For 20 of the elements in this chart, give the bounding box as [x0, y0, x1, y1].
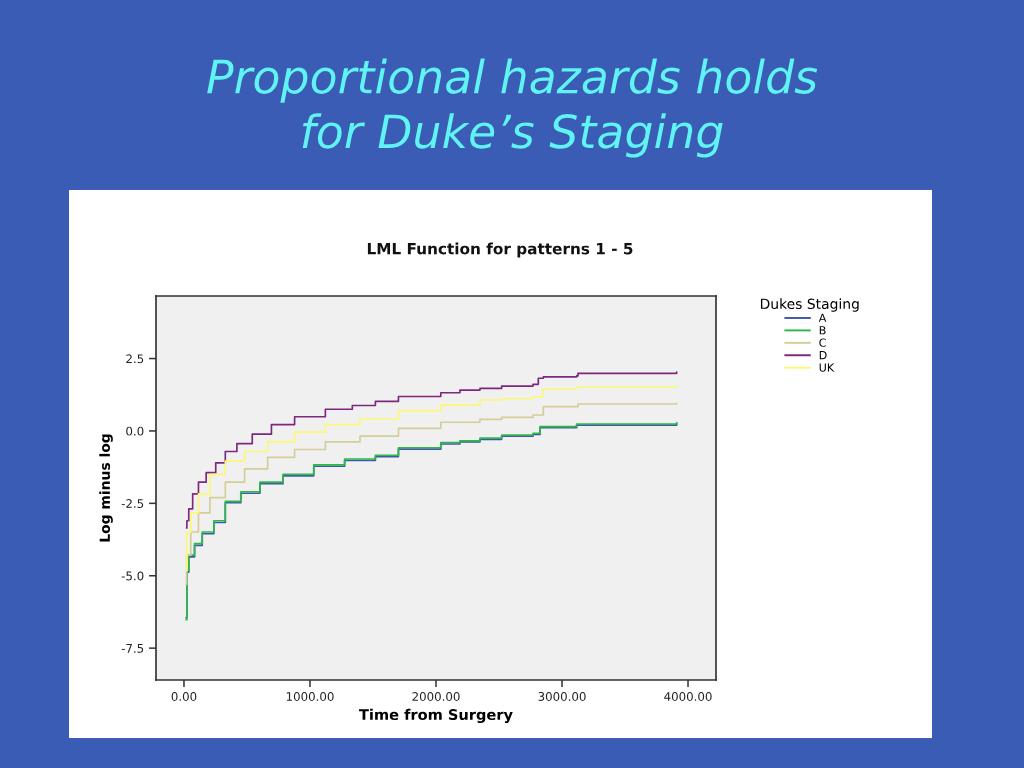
x-tick-label: 3000.00 — [538, 692, 586, 701]
legend-label: B — [819, 326, 826, 335]
x-tick-label: 4000.00 — [664, 692, 712, 701]
y-tick-label: 0.0 — [126, 426, 144, 436]
x-tick-label: 2000.00 — [412, 692, 460, 701]
y-tick-label: -5.0 — [121, 571, 144, 581]
legend-label: D — [819, 351, 827, 360]
legend-label: C — [819, 338, 826, 347]
chart-subtitle: LML Function for patterns 1 - 5 — [367, 242, 633, 258]
x-tick-label: 0.00 — [171, 692, 197, 701]
x-axis-title: Time from Surgery — [359, 708, 513, 724]
legend-title: Dukes Staging — [760, 298, 859, 312]
chart-title: Proportional hazards holds for Duke’s Staging — [207, 58, 818, 158]
legend-label: UK — [819, 363, 835, 372]
legend-label: A — [818, 313, 827, 322]
y-axis-title: Log minus log — [99, 434, 113, 542]
y-tick-label: 2.5 — [126, 354, 144, 364]
y-tick-label: -2.5 — [121, 499, 144, 508]
y-tick-label: -7.5 — [121, 644, 144, 653]
x-tick-label: 1000.00 — [286, 692, 334, 701]
